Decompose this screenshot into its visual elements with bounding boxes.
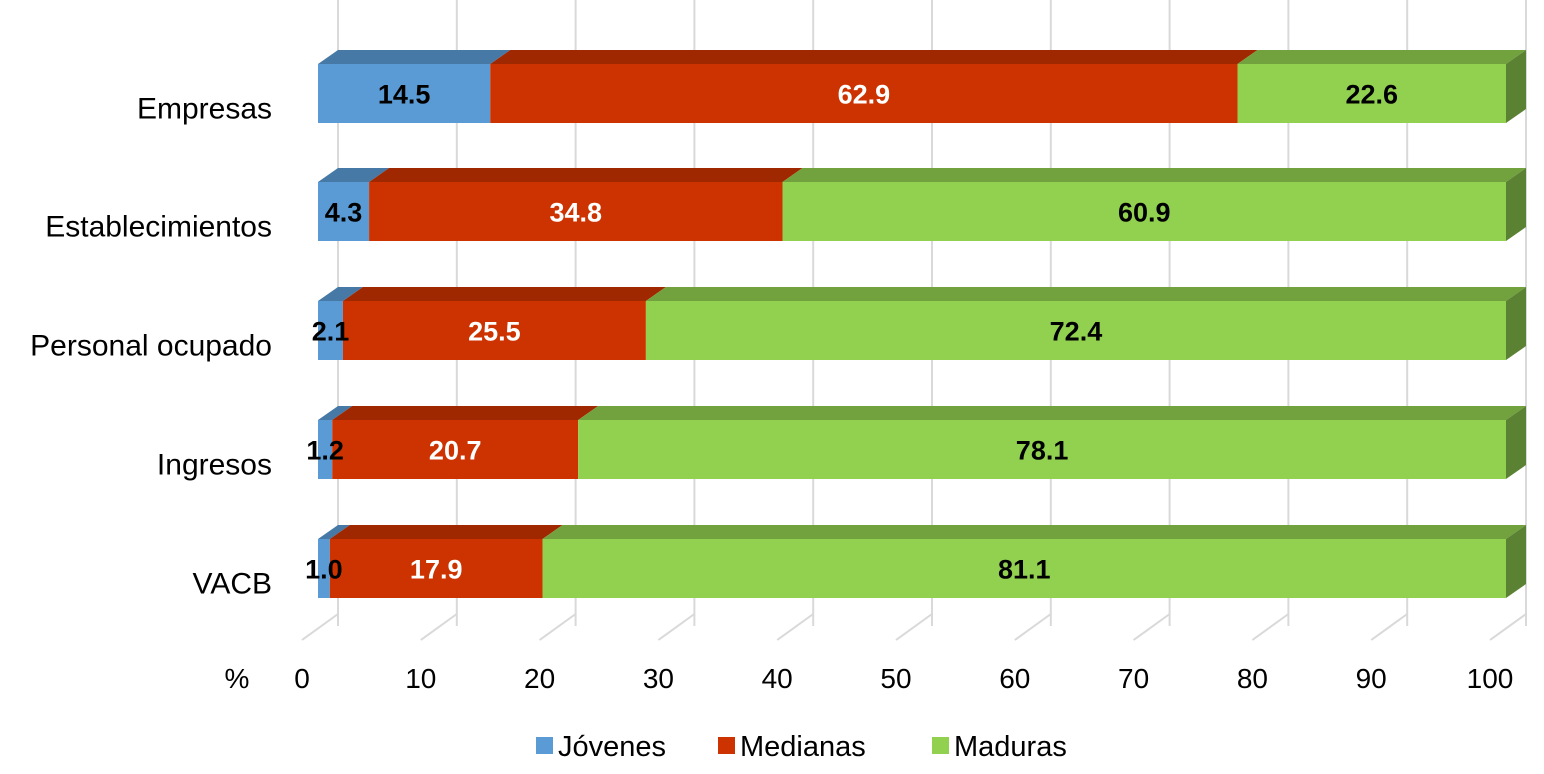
bar-segment [542,539,1506,598]
floor-gridline [1251,613,1289,641]
x-tick-label: 30 [643,663,674,694]
data-label: 1.0 [305,555,343,585]
bar-side-face [1506,525,1526,598]
data-label: 81.1 [998,555,1051,585]
data-label: 34.8 [550,198,603,228]
bar-top-face [342,287,666,301]
data-label: 20.7 [429,436,482,466]
bar-top-face [329,525,563,539]
data-label: 62.9 [838,80,891,110]
legend: Jóvenes Medianas Maduras [536,731,1067,763]
x-tick-label: 50 [880,663,911,694]
bar-side-face [1506,406,1526,479]
data-label: 72.4 [1050,317,1103,347]
floor-gridline [1014,613,1052,641]
bar-segment [332,420,579,479]
floor-gridline [420,613,458,641]
bar-segment [578,420,1506,479]
x-tick-label: 100 [1467,663,1514,694]
legend-swatch [536,737,553,754]
bar-segment [318,182,370,241]
data-label: 78.1 [1016,436,1069,466]
bar-segment [318,420,333,479]
x-tick-label: 90 [1356,663,1387,694]
category-label: Empresas [137,93,272,126]
bar-segment [369,182,783,241]
x-tick-label: 40 [762,663,793,694]
bars: 14.5 62.9 22.6 4.3 34.8 60.9 2.1 25.5 72.4 1.2 20.… [305,50,1526,598]
bar-side-face [1506,50,1526,123]
floor-gridline [657,613,695,641]
x-tick-label: 80 [1237,663,1268,694]
data-label: 4.3 [325,198,363,228]
category-labels: Empresas Establecimientos Personal ocupado… [30,93,272,601]
x-tick-label: 10 [405,663,436,694]
category-label: Ingresos [157,449,272,482]
bar-segment [490,64,1238,123]
x-axis: % 0 10 20 30 40 50 60 70 80 90 100 [225,663,1514,694]
floor-gridline [1133,613,1171,641]
data-label: 22.6 [1345,80,1398,110]
bar-segment [1237,64,1506,123]
floor-gridline [776,613,814,641]
data-label: 1.2 [306,436,344,466]
bar-top-face [1237,50,1526,64]
category-label: Personal ocupado [30,330,272,363]
bar-top-face [542,525,1526,539]
bar-top-face [318,168,390,182]
legend-swatch [718,737,735,754]
bar-side-face [1506,287,1526,360]
bar-top-face [782,168,1526,182]
bar-segment [318,539,330,598]
bar-segment [318,64,491,123]
category-label: VACB [193,568,272,601]
category-label: Establecimientos [45,211,272,244]
data-label: 17.9 [410,555,463,585]
x-tick-label: 60 [999,663,1030,694]
legend-label: Medianas [740,731,866,763]
legend-label: Jóvenes [558,731,666,763]
bar-top-face [318,50,511,64]
bar-segment [342,301,646,360]
legend-label: Maduras [954,731,1067,763]
x-tick-label: 70 [1118,663,1149,694]
bar-top-face [318,287,363,301]
floor-gridline [301,613,339,641]
bar-top-face [578,406,1526,420]
floor-gridline [895,613,933,641]
bar-top-face [645,287,1526,301]
bar-side-face [1506,168,1526,241]
bar-segment [318,301,343,360]
x-tick-label: 0 [294,663,310,694]
x-axis-unit-label: % [225,663,250,694]
floor-gridline [539,613,577,641]
floor-gridline [1370,613,1408,641]
data-label: 25.5 [468,317,521,347]
x-tick-label: 20 [524,663,555,694]
bar-segment [645,301,1506,360]
bar-top-face [332,406,599,420]
data-label: 14.5 [378,80,431,110]
bar-top-face [490,50,1258,64]
data-label: 60.9 [1118,198,1171,228]
legend-swatch [932,737,949,754]
data-label: 2.1 [312,317,350,347]
bar-top-face [369,168,803,182]
floor-gridline [1489,613,1527,641]
bar-top-face [318,525,350,539]
bar-segment [329,539,543,598]
bar-top-face [318,406,353,420]
bar-segment [782,182,1506,241]
